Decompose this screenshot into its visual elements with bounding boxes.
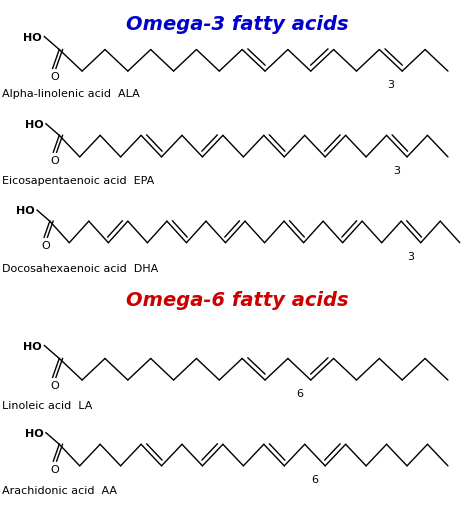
Text: O: O [51, 155, 59, 165]
Text: Docosahexaenoic acid  DHA: Docosahexaenoic acid DHA [2, 263, 159, 273]
Text: Eicosapentaenoic acid  EPA: Eicosapentaenoic acid EPA [2, 176, 155, 186]
Text: Alpha-linolenic acid  ALA: Alpha-linolenic acid ALA [2, 89, 140, 99]
Text: O: O [50, 380, 59, 390]
Text: Omega-3 fatty acids: Omega-3 fatty acids [126, 15, 348, 34]
Text: 3: 3 [387, 80, 394, 90]
Text: 3: 3 [393, 165, 400, 176]
Text: 3: 3 [408, 251, 414, 261]
Text: 6: 6 [311, 474, 319, 484]
Text: Arachidonic acid  AA: Arachidonic acid AA [2, 486, 118, 495]
Text: Linoleic acid  LA: Linoleic acid LA [2, 400, 93, 410]
Text: 6: 6 [296, 388, 303, 398]
Text: O: O [50, 72, 59, 81]
Text: HO: HO [23, 341, 42, 351]
Text: Omega-6 fatty acids: Omega-6 fatty acids [126, 290, 348, 309]
Text: HO: HO [16, 206, 35, 216]
Text: O: O [41, 240, 50, 250]
Text: HO: HO [23, 33, 42, 43]
Text: HO: HO [25, 428, 44, 438]
Text: O: O [51, 464, 59, 474]
Text: HO: HO [25, 120, 44, 129]
